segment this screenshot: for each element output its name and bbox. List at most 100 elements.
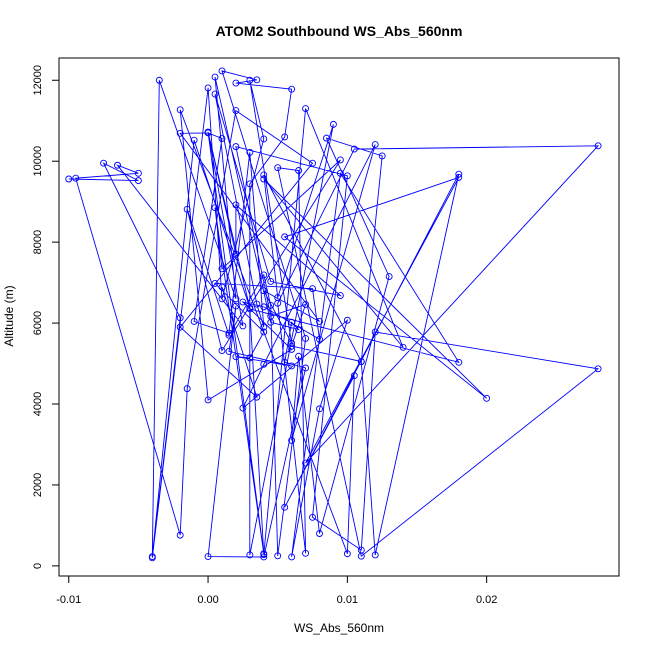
data-point [232,79,240,87]
plot-frame [58,57,620,577]
data-point [148,554,156,562]
data-point [253,76,261,84]
data-point [253,300,261,308]
data-point [65,175,73,183]
data-point [302,549,310,557]
data-point [288,318,296,326]
x-tick-label: -0.01 [56,594,81,606]
y-tick-label: 8000 [32,230,44,254]
data-point [134,177,142,185]
data-point [211,90,219,98]
data-point [225,331,233,339]
data-point [72,174,80,182]
data-point [218,265,226,273]
data-point [260,171,268,179]
y-tick-label: 0 [32,563,44,569]
x-tick-label: 0.00 [197,594,218,606]
data-point [218,347,226,355]
data-point [350,145,358,153]
data-point [288,436,296,444]
data-point [274,299,282,307]
data-point [246,551,254,559]
y-tick-label: 4000 [32,392,44,416]
data-point [316,318,323,325]
data-point [281,233,289,241]
data-point [155,76,163,84]
data-point [176,323,184,331]
series-line [68,70,600,558]
data-point [302,334,310,342]
data-point [323,134,330,142]
x-axis-label: WS_Abs_560nm [294,621,384,635]
data-point [204,396,212,404]
data-point [274,552,282,560]
data-point [176,129,184,137]
data-point [378,152,386,160]
data-point [246,180,254,188]
data-point [288,553,296,561]
data-point [239,322,247,330]
data-point [218,295,226,303]
data-point [302,364,310,372]
data-point [134,169,142,177]
y-tick-label: 12000 [32,65,44,96]
data-point [260,135,268,143]
data-point [316,335,323,343]
x-tick-label: 0.01 [337,594,358,606]
y-axis-label: Altitude (m) [2,285,16,346]
data-point [246,148,254,156]
data-point [336,156,344,164]
data-point [594,365,602,373]
data-point [336,169,344,177]
data-point [176,314,184,322]
y-tick-label: 10000 [32,146,44,177]
data-point [100,159,108,167]
data-point [218,67,226,75]
data-point [225,347,233,355]
data-point [232,143,240,151]
data-point [204,84,212,92]
data-point [302,105,310,113]
data-point [260,360,268,368]
data-point [343,172,351,180]
data-point [239,298,247,306]
data-point [295,352,303,360]
data-point [232,250,240,258]
data-point [114,161,121,169]
data-point [455,173,463,181]
data-point [211,73,219,81]
data-point [288,362,296,370]
y-tick-label: 6000 [32,311,44,335]
chart-title: ATOM2 Southbound WS_Abs_560nm [216,23,463,39]
data-point [176,106,184,114]
data-point [260,303,268,311]
data-point [371,328,379,336]
data-point [260,271,268,279]
data-point [295,167,303,174]
data-series [65,67,602,562]
data-point [455,170,463,178]
data-point [350,372,358,380]
data-point [288,342,296,350]
data-point [218,135,226,142]
data-point [385,273,393,280]
data-point [281,503,289,511]
data-point [211,204,219,212]
y-tick-label: 2000 [32,473,44,497]
data-point [357,546,365,554]
y-axis: 0 2000 4000 6000 8000 10000 12000 [32,65,59,569]
data-point [232,295,240,303]
data-point [594,142,602,150]
x-axis: -0.01 0.00 0.01 0.02 [56,576,497,606]
data-point [211,279,219,287]
data-point [246,305,254,313]
data-point [246,354,254,362]
data-point [343,316,351,324]
data-point [302,459,310,467]
data-point [190,136,198,144]
data-point [232,107,240,115]
data-point [336,292,344,300]
data-point [246,76,254,84]
data-point [260,175,268,183]
